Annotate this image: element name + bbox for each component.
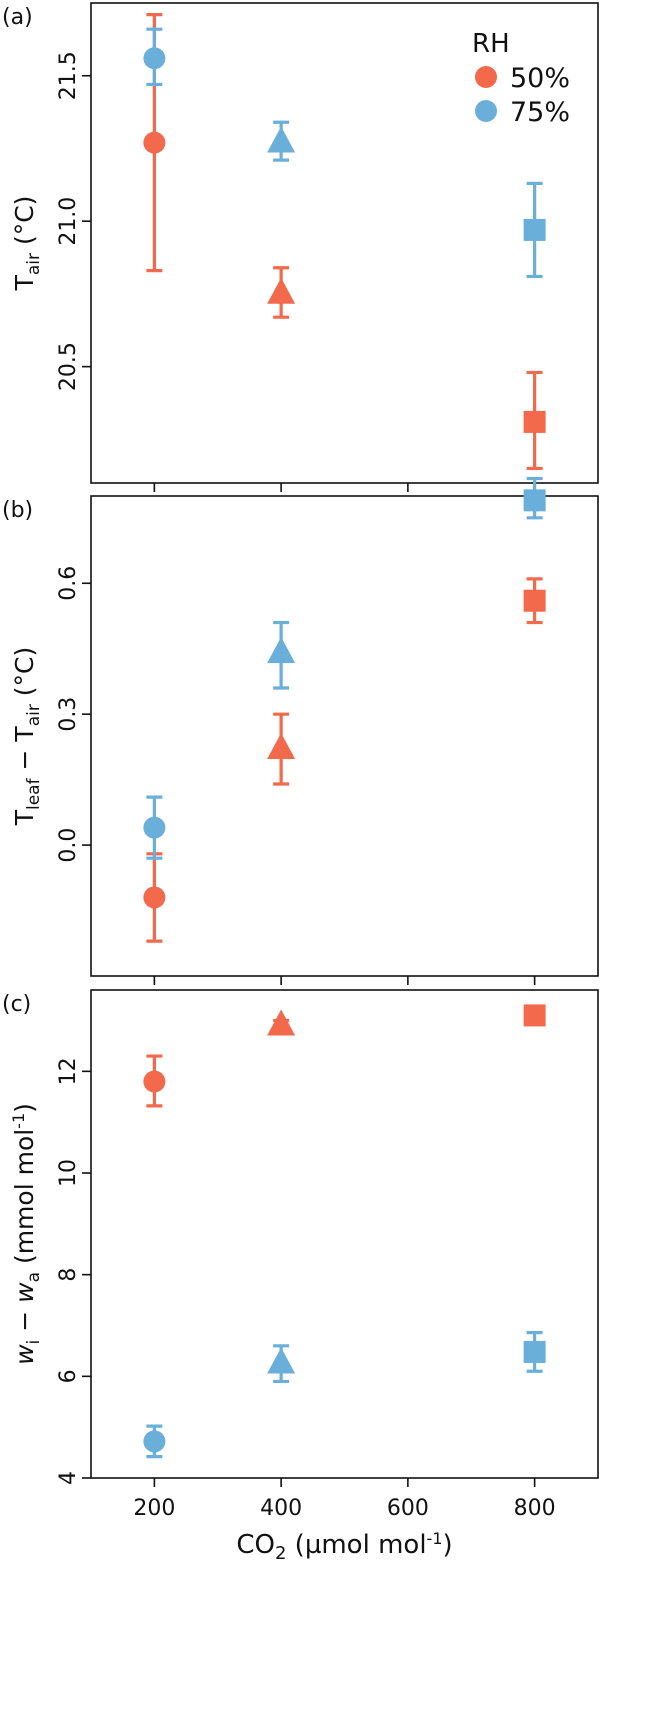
panel-c-point-rh50	[523, 1004, 546, 1027]
panel-b-y-tick-label: 0.3	[56, 697, 81, 732]
x-tick-label: 800	[514, 1496, 556, 1521]
panel-a-label: (a)	[2, 5, 33, 30]
panel-a-y-tick-label: 20.5	[56, 342, 81, 391]
x-tick-label: 400	[260, 1496, 302, 1521]
panel-b-point-rh50	[143, 886, 166, 909]
panel-c-point-rh50	[267, 1009, 296, 1036]
legend-title: RH	[472, 29, 510, 59]
panel-b-y-tick-label: 0.6	[56, 566, 81, 601]
panel-c-y-axis-label: wi − wa (mmol mol-1)	[9, 1103, 44, 1365]
legend-marker	[475, 100, 497, 122]
x-tick-label: 200	[133, 1496, 175, 1521]
panel-b-point-rh75	[143, 816, 166, 839]
legend-marker	[475, 66, 497, 88]
panel-b-point-rh75	[267, 636, 296, 663]
panel-c-frame	[90, 989, 599, 1479]
panel-b-point-rh50	[267, 732, 296, 759]
panel-a-point-rh50	[267, 277, 296, 304]
panel-b-label: (b)	[2, 498, 33, 523]
legend-label: 50%	[510, 63, 570, 94]
panel-c-y-tick-label: 12	[56, 1057, 81, 1085]
panel-c-point-rh75	[523, 1340, 546, 1363]
panel-c-point-rh75	[267, 1347, 296, 1374]
panel-a-y-tick-label: 21.0	[56, 197, 81, 246]
x-tick-label: 600	[387, 1496, 429, 1521]
panel-a-y-tick-label: 21.5	[56, 51, 81, 100]
x-axis-label: CO2 (µmol mol-1)	[236, 1529, 452, 1564]
panel-b-y-axis-label: Tleaf − Tair (°C)	[10, 647, 44, 827]
panel-a-point-rh50	[523, 410, 546, 433]
panel-c-y-tick-label: 6	[56, 1369, 81, 1383]
panel-a-point-rh50	[143, 131, 166, 154]
panel-a-frame	[90, 2, 599, 484]
panel-c-y-tick-label: 8	[56, 1268, 81, 1282]
panel-b-frame	[90, 495, 599, 977]
panel-a-y-axis-label: Tair (°C)	[10, 196, 44, 292]
panel-a-point-rh75	[523, 218, 546, 241]
panel-c-y-tick-label: 10	[56, 1159, 81, 1187]
legend-label: 75%	[510, 97, 570, 128]
panel-b-y-tick-label: 0.0	[56, 828, 81, 863]
panel-c-y-tick-label: 4	[56, 1471, 81, 1485]
panel-a-point-rh75	[143, 47, 166, 70]
panel-c-point-rh50	[143, 1070, 166, 1093]
panel-b-point-rh50	[523, 589, 546, 612]
panel-a-point-rh75	[267, 126, 296, 153]
panel-c-point-rh75	[143, 1430, 166, 1453]
panel-b-point-rh75	[523, 489, 546, 512]
panel-c-label: (c)	[2, 992, 31, 1017]
